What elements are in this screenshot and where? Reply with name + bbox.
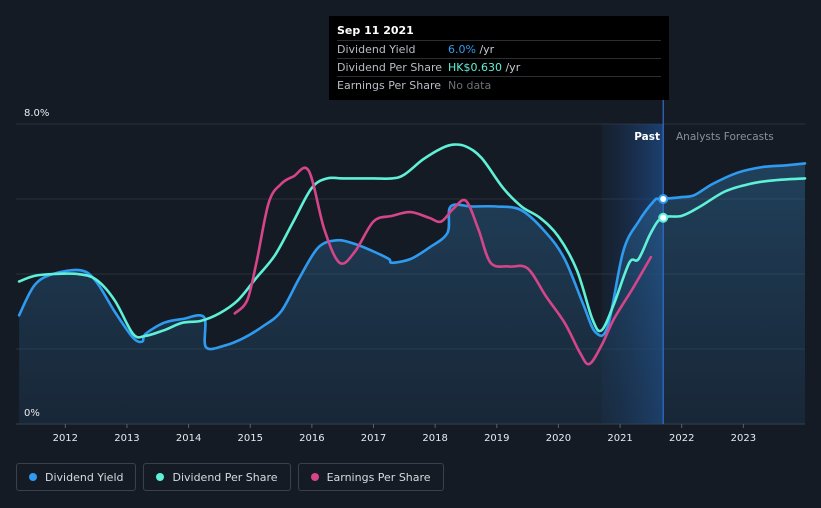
legend-item-earnings-per-share[interactable]: Earnings Per Share <box>297 463 444 491</box>
x-tick-label: 2017 <box>361 433 386 444</box>
dividend-yield-area <box>19 163 806 424</box>
tooltip-label: Dividend Yield <box>337 43 416 56</box>
tooltip-value: No data <box>448 79 492 92</box>
hover-markers <box>658 100 669 424</box>
x-axis-ticks: 2012 2013 2014 2015 2016 2017 2018 2019 2020 2021… <box>53 424 756 444</box>
legend-dot <box>310 473 319 481</box>
tooltip-row-dividend-per-share: Dividend Per Share HK$0.630 /yr <box>337 58 661 76</box>
tooltip-row-dividend-yield: Dividend Yield 6.0% /yr <box>337 40 661 58</box>
x-tick-label: 2023 <box>731 433 756 444</box>
x-tick-label: 2014 <box>176 433 201 444</box>
series-line-earnings-per-share <box>233 166 653 366</box>
forecast-label: Analysts Forecasts <box>676 131 774 143</box>
tooltip-suffix: /yr <box>501 61 521 74</box>
marker-dividend-yield <box>658 194 669 204</box>
tooltip-label: Earnings Per Share <box>337 79 442 92</box>
legend-dot <box>156 473 165 481</box>
x-tick-label: 2020 <box>546 433 571 444</box>
x-tick-label: 2019 <box>484 433 509 444</box>
tooltip-label: Dividend Per Share <box>337 61 443 74</box>
x-tick-label: 2021 <box>607 433 632 444</box>
x-tick-label: 2022 <box>669 433 694 444</box>
y-tick-label-top: 8.0% <box>24 108 49 119</box>
x-tick-label: 2018 <box>422 433 447 444</box>
hover-tooltip: Sep 11 2021 Dividend Yield 6.0% /yr Divi… <box>329 16 669 100</box>
x-tick-label: 2015 <box>238 433 263 444</box>
legend-item-dividend-yield[interactable]: Dividend Yield <box>16 463 137 491</box>
x-tick-label: 2013 <box>114 433 139 444</box>
tooltip-row-earnings-per-share: Earnings Per Share No data <box>337 76 661 94</box>
marker-dividend-per-share <box>658 212 669 223</box>
legend-label: Dividend Yield <box>45 470 124 484</box>
series-line-dividend-per-share <box>17 143 807 339</box>
tooltip-value: 6.0% <box>448 43 476 56</box>
tooltip-date: Sep 11 2021 <box>337 24 414 37</box>
x-tick-label: 2012 <box>53 433 78 444</box>
legend-dot <box>29 473 37 481</box>
legend-label: Earnings Per Share <box>326 470 431 484</box>
legend-item-dividend-per-share[interactable]: Dividend Per Share <box>143 463 291 491</box>
tooltip-value: HK$0.630 <box>448 61 502 74</box>
y-tick-label-bottom: 0% <box>24 408 40 419</box>
past-label: Past <box>634 131 660 143</box>
legend-label: Dividend Per Share <box>172 470 278 484</box>
tooltip-suffix: /yr <box>475 43 495 56</box>
x-tick-label: 2016 <box>299 433 324 444</box>
chart-legend: Dividend Yield Dividend Per Share Earnin… <box>16 463 444 491</box>
